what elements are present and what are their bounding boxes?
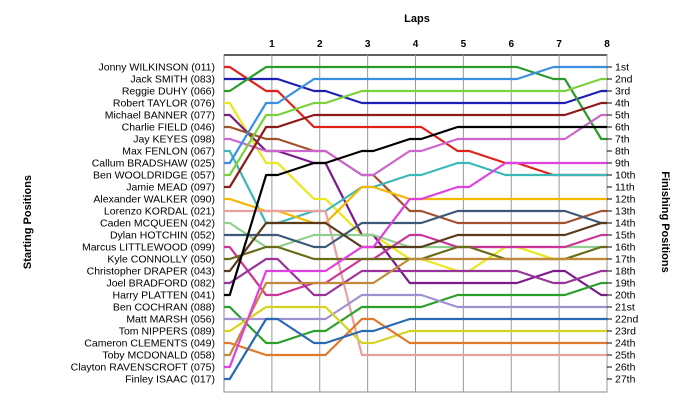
series-line [224, 257, 607, 357]
top-axis-title: Laps [404, 13, 430, 25]
rider-label: Jonny WILKINSON (011) [98, 62, 215, 74]
finish-label: 27th [615, 374, 636, 386]
finish-label: 9th [615, 158, 630, 170]
rider-label: Jamie MEAD (097) [126, 182, 215, 194]
finish-label: 11th [615, 182, 635, 194]
finish-label: 16th [615, 242, 636, 254]
rider-label: Christopher DRAPER (043) [87, 266, 215, 278]
series-line [224, 209, 607, 249]
series-line [224, 65, 607, 165]
finish-label: 24th [615, 338, 636, 350]
series-line [224, 281, 607, 345]
finishing-position-labels: 1st2nd3rd4th5th6th7th8th9th10th11th12th1… [607, 62, 639, 386]
finish-label: 4th [615, 98, 630, 110]
rider-label: Ben WOOLDRIDGE (057) [93, 170, 215, 182]
rider-label: Joel BRADFORD (082) [106, 278, 215, 290]
finish-label: 17th [615, 254, 636, 266]
rider-label: Clayton RAVENSCROFT (075) [71, 362, 215, 374]
rider-label: Finley ISAAC (017) [125, 374, 215, 386]
rider-label: Michael BANNER (077) [105, 110, 215, 122]
finish-label: 15th [615, 230, 636, 242]
rider-label: Charlie FIELD (046) [122, 122, 215, 134]
finish-label: 3rd [615, 86, 630, 98]
series-line [224, 77, 607, 177]
lap-tick-labels: 1 2 3 4 5 6 7 8 [269, 39, 610, 50]
rider-label: Alexander WALKER (090) [93, 194, 215, 206]
finish-label: 8th [615, 146, 630, 158]
finish-label: 25th [615, 350, 636, 362]
finish-label: 21st [615, 302, 635, 314]
rider-label: Max FENLON (067) [122, 146, 215, 158]
rider-label: Kyle CONNOLLY (050) [107, 254, 215, 266]
rider-label: Lorenzo KORDAL (021) [104, 206, 215, 218]
series-line [224, 101, 607, 189]
finish-label: 2nd [615, 74, 633, 86]
finish-label: 12th [615, 194, 636, 206]
finish-label: 22nd [615, 314, 639, 326]
lap-tick-label: 6 [508, 39, 514, 50]
series-line [224, 257, 607, 297]
rider-label: Matt MARSH (056) [126, 314, 215, 326]
series-line [224, 317, 607, 381]
series-line [224, 125, 607, 297]
series-line [224, 233, 607, 297]
lap-tick-label: 5 [461, 39, 467, 50]
lap-tick-label: 4 [413, 39, 419, 50]
rider-label: Robert TAYLOR (076) [113, 98, 215, 110]
rider-label: Reggie DUHY (066) [122, 86, 215, 98]
rider-label: Caden MCQUEEN (042) [100, 218, 215, 230]
finish-label: 13th [615, 206, 636, 218]
right-axis-title: Finishing Positions [659, 171, 671, 272]
finish-label: 19th [615, 278, 636, 290]
left-axis-title: Starting Positions [22, 175, 34, 269]
series-line [224, 209, 607, 357]
rider-label: Tom NIPPERS (089) [119, 326, 215, 338]
finish-label: 14th [615, 218, 636, 230]
series-line [224, 221, 607, 273]
lap-tick-label: 7 [556, 39, 562, 50]
finish-label: 5th [615, 110, 630, 122]
series-line [224, 65, 607, 141]
finish-label: 23rd [615, 326, 636, 338]
lap-tick-label: 8 [604, 39, 610, 50]
finish-label: 20th [615, 290, 636, 302]
finish-label: 18th [615, 266, 636, 278]
series-line [224, 125, 607, 225]
rider-label: Marcus LITTLEWOOD (099) [82, 242, 215, 254]
series-line [224, 317, 607, 357]
lap-tick-label: 1 [269, 39, 275, 50]
rider-label: Jay KEYES (098) [133, 134, 215, 146]
axis-titles: Laps Starting Positions Finishing Positi… [22, 13, 671, 273]
finish-label: 6th [615, 122, 630, 134]
finish-label: 26th [615, 362, 636, 374]
rider-label: Ben COCHRAN (088) [113, 302, 215, 314]
rider-label: Dylan HOTCHIN (052) [110, 230, 215, 242]
starting-position-labels: Jonny WILKINSON (011)Jack SMITH (083)Reg… [71, 62, 215, 386]
finish-label: 1st [615, 62, 629, 74]
series-layer [224, 65, 607, 381]
rider-label: Callum BRADSHAW (025) [92, 158, 215, 170]
finish-label: 7th [615, 134, 630, 146]
series-line [224, 161, 607, 369]
rider-label: Jack SMITH (083) [130, 74, 215, 86]
rider-label: Harry PLATTEN (041) [113, 290, 216, 302]
series-line [224, 305, 607, 345]
rider-label: Toby MCDONALD (058) [102, 350, 215, 362]
finish-label: 10th [615, 170, 636, 182]
lap-tick-label: 2 [317, 39, 323, 50]
series-line [224, 113, 607, 177]
series-line [224, 77, 607, 105]
rider-label: Cameron CLEMENTS (049) [84, 338, 215, 350]
lap-tick-label: 3 [365, 39, 371, 50]
